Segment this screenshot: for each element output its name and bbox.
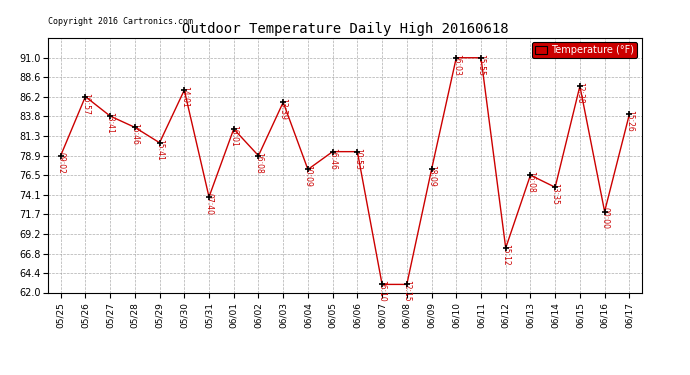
Text: 13:35: 13:35 bbox=[551, 183, 560, 205]
Text: Copyright 2016 Cartronics.com: Copyright 2016 Cartronics.com bbox=[48, 17, 193, 26]
Text: 10:53: 10:53 bbox=[353, 148, 362, 170]
Legend: Temperature (°F): Temperature (°F) bbox=[533, 42, 637, 58]
Text: 13:39: 13:39 bbox=[279, 98, 288, 120]
Text: 00:00: 00:00 bbox=[600, 207, 609, 230]
Text: 16:08: 16:08 bbox=[526, 171, 535, 193]
Text: 15:12: 15:12 bbox=[501, 244, 510, 266]
Text: 16:57: 16:57 bbox=[81, 93, 90, 114]
Text: 16:08: 16:08 bbox=[254, 152, 263, 173]
Text: 12:38: 12:38 bbox=[575, 82, 584, 104]
Text: 09:02: 09:02 bbox=[56, 152, 65, 174]
Text: 16:46: 16:46 bbox=[130, 123, 139, 145]
Text: 16:01: 16:01 bbox=[229, 125, 238, 147]
Text: 13:41: 13:41 bbox=[106, 112, 115, 134]
Text: 15:26: 15:26 bbox=[624, 110, 634, 132]
Title: Outdoor Temperature Daily High 20160618: Outdoor Temperature Daily High 20160618 bbox=[181, 22, 509, 36]
Text: 07:40: 07:40 bbox=[204, 193, 213, 215]
Text: 14:01: 14:01 bbox=[179, 86, 189, 108]
Text: 10:09: 10:09 bbox=[304, 165, 313, 187]
Text: 16:10: 16:10 bbox=[377, 280, 386, 302]
Text: 16:46: 16:46 bbox=[328, 148, 337, 170]
Text: 15:41: 15:41 bbox=[155, 139, 164, 160]
Text: 12:15: 12:15 bbox=[402, 280, 411, 302]
Text: 16:03: 16:03 bbox=[452, 54, 461, 76]
Text: 15:55: 15:55 bbox=[476, 54, 486, 76]
Text: 18:09: 18:09 bbox=[427, 165, 436, 187]
